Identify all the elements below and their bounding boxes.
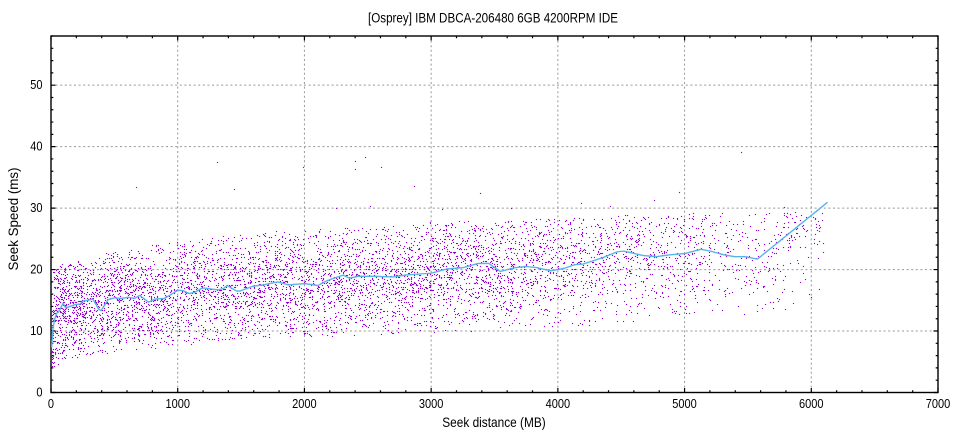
- y-tick-label: 0: [36, 384, 42, 399]
- scatter-series-seek-samples: [50, 151, 825, 369]
- x-tick-label: 6000: [799, 396, 824, 411]
- x-tick-label: 3000: [419, 396, 444, 411]
- chart-title: [Osprey] IBM DBCA-206480 6GB 4200RPM IDE: [368, 10, 618, 26]
- grid-lines: [51, 36, 938, 393]
- x-axis-title: Seek distance (MB): [442, 415, 546, 430]
- y-tick-label: 20: [30, 261, 42, 276]
- x-tick-label: 1000: [165, 396, 190, 411]
- y-tick-label: 30: [30, 200, 42, 215]
- y-axis-title: Seek Speed (ms): [6, 168, 21, 271]
- x-tick-label: 2000: [292, 396, 317, 411]
- axis-ticks: [50, 35, 939, 394]
- y-tick-label: 40: [30, 139, 42, 154]
- x-tick-label: 4000: [546, 396, 571, 411]
- x-tick-label: 5000: [672, 396, 697, 411]
- y-tick-label: 10: [30, 323, 42, 338]
- x-tick-label: 7000: [926, 396, 951, 411]
- x-tick-label: 0: [48, 396, 54, 411]
- average-line-series: [50, 201, 828, 348]
- y-tick-label: 50: [30, 77, 42, 92]
- plot-border: [50, 35, 939, 394]
